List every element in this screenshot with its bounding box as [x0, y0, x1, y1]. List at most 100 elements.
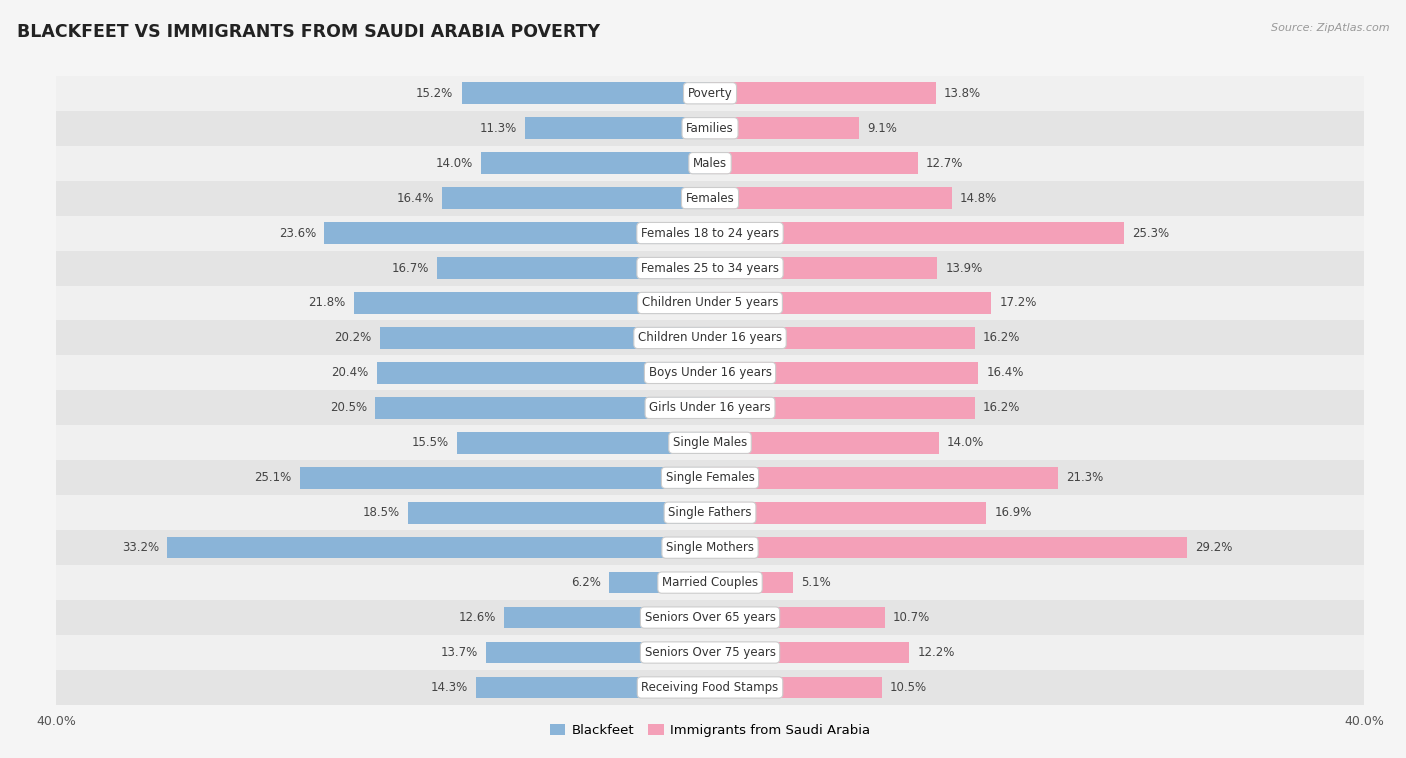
Text: 14.0%: 14.0%	[948, 437, 984, 449]
Text: 16.4%: 16.4%	[986, 366, 1024, 380]
Bar	[477, 677, 710, 698]
Text: 12.2%: 12.2%	[918, 646, 955, 659]
Text: 16.4%: 16.4%	[396, 192, 434, 205]
Bar	[56, 111, 1364, 146]
Bar	[56, 530, 1364, 565]
Text: 16.9%: 16.9%	[994, 506, 1032, 519]
Bar	[710, 467, 1059, 489]
Bar	[486, 642, 710, 663]
Bar	[437, 257, 710, 279]
Bar	[609, 572, 710, 594]
Text: 21.8%: 21.8%	[308, 296, 346, 309]
Bar	[56, 215, 1364, 251]
Text: 33.2%: 33.2%	[122, 541, 159, 554]
Text: 11.3%: 11.3%	[479, 122, 517, 135]
Bar	[505, 606, 710, 628]
Text: Married Couples: Married Couples	[662, 576, 758, 589]
Bar	[56, 251, 1364, 286]
Bar	[710, 222, 1123, 244]
Text: Children Under 5 years: Children Under 5 years	[641, 296, 779, 309]
Text: 13.8%: 13.8%	[943, 86, 981, 100]
Text: 6.2%: 6.2%	[571, 576, 600, 589]
Bar	[710, 362, 979, 384]
Bar	[377, 362, 710, 384]
Text: Single Mothers: Single Mothers	[666, 541, 754, 554]
Bar	[710, 642, 910, 663]
Bar	[56, 146, 1364, 180]
Text: 16.2%: 16.2%	[983, 331, 1021, 344]
Bar	[56, 670, 1364, 705]
Bar	[56, 180, 1364, 215]
Bar	[380, 327, 710, 349]
Bar	[710, 187, 952, 209]
Bar	[375, 397, 710, 418]
Text: Females 25 to 34 years: Females 25 to 34 years	[641, 262, 779, 274]
Bar	[710, 502, 986, 524]
Text: Boys Under 16 years: Boys Under 16 years	[648, 366, 772, 380]
Text: Source: ZipAtlas.com: Source: ZipAtlas.com	[1271, 23, 1389, 33]
Bar	[441, 187, 710, 209]
Text: 18.5%: 18.5%	[363, 506, 399, 519]
Text: Receiving Food Stamps: Receiving Food Stamps	[641, 681, 779, 694]
Text: Seniors Over 65 years: Seniors Over 65 years	[644, 611, 776, 624]
Text: Females: Females	[686, 192, 734, 205]
Text: 10.7%: 10.7%	[893, 611, 931, 624]
Bar	[354, 292, 710, 314]
Text: 5.1%: 5.1%	[801, 576, 831, 589]
Bar	[710, 257, 938, 279]
Bar	[56, 321, 1364, 356]
Bar	[299, 467, 710, 489]
Bar	[710, 606, 884, 628]
Text: Poverty: Poverty	[688, 86, 733, 100]
Text: 15.2%: 15.2%	[416, 86, 453, 100]
Bar	[710, 292, 991, 314]
Text: 13.9%: 13.9%	[945, 262, 983, 274]
Text: 14.8%: 14.8%	[960, 192, 997, 205]
Bar	[56, 286, 1364, 321]
Text: Females 18 to 24 years: Females 18 to 24 years	[641, 227, 779, 240]
Legend: Blackfeet, Immigrants from Saudi Arabia: Blackfeet, Immigrants from Saudi Arabia	[544, 719, 876, 742]
Text: 25.3%: 25.3%	[1132, 227, 1168, 240]
Text: Single Males: Single Males	[673, 437, 747, 449]
Text: 14.3%: 14.3%	[430, 681, 468, 694]
Bar	[710, 397, 974, 418]
Bar	[710, 152, 918, 174]
Text: 14.0%: 14.0%	[436, 157, 472, 170]
Text: 15.5%: 15.5%	[412, 437, 449, 449]
Bar	[56, 460, 1364, 495]
Text: 25.1%: 25.1%	[254, 471, 291, 484]
Bar	[461, 83, 710, 104]
Bar	[56, 635, 1364, 670]
Bar	[56, 425, 1364, 460]
Text: 20.2%: 20.2%	[335, 331, 371, 344]
Bar	[56, 76, 1364, 111]
Text: Seniors Over 75 years: Seniors Over 75 years	[644, 646, 776, 659]
Bar	[325, 222, 710, 244]
Bar	[710, 572, 793, 594]
Text: 10.5%: 10.5%	[890, 681, 927, 694]
Text: 20.4%: 20.4%	[332, 366, 368, 380]
Text: Single Females: Single Females	[665, 471, 755, 484]
Bar	[56, 565, 1364, 600]
Text: Males: Males	[693, 157, 727, 170]
Bar	[710, 432, 939, 453]
Bar	[710, 327, 974, 349]
Text: 16.7%: 16.7%	[391, 262, 429, 274]
Text: 21.3%: 21.3%	[1066, 471, 1104, 484]
Bar	[56, 495, 1364, 530]
Text: Girls Under 16 years: Girls Under 16 years	[650, 401, 770, 415]
Text: BLACKFEET VS IMMIGRANTS FROM SAUDI ARABIA POVERTY: BLACKFEET VS IMMIGRANTS FROM SAUDI ARABI…	[17, 23, 600, 41]
Text: 9.1%: 9.1%	[868, 122, 897, 135]
Text: 17.2%: 17.2%	[1000, 296, 1036, 309]
Bar	[56, 600, 1364, 635]
Text: 13.7%: 13.7%	[440, 646, 478, 659]
Bar	[710, 677, 882, 698]
Bar	[481, 152, 710, 174]
Bar	[526, 117, 710, 139]
Bar	[457, 432, 710, 453]
Bar	[710, 537, 1187, 559]
Text: 12.7%: 12.7%	[925, 157, 963, 170]
Text: Families: Families	[686, 122, 734, 135]
Text: 16.2%: 16.2%	[983, 401, 1021, 415]
Bar	[56, 356, 1364, 390]
